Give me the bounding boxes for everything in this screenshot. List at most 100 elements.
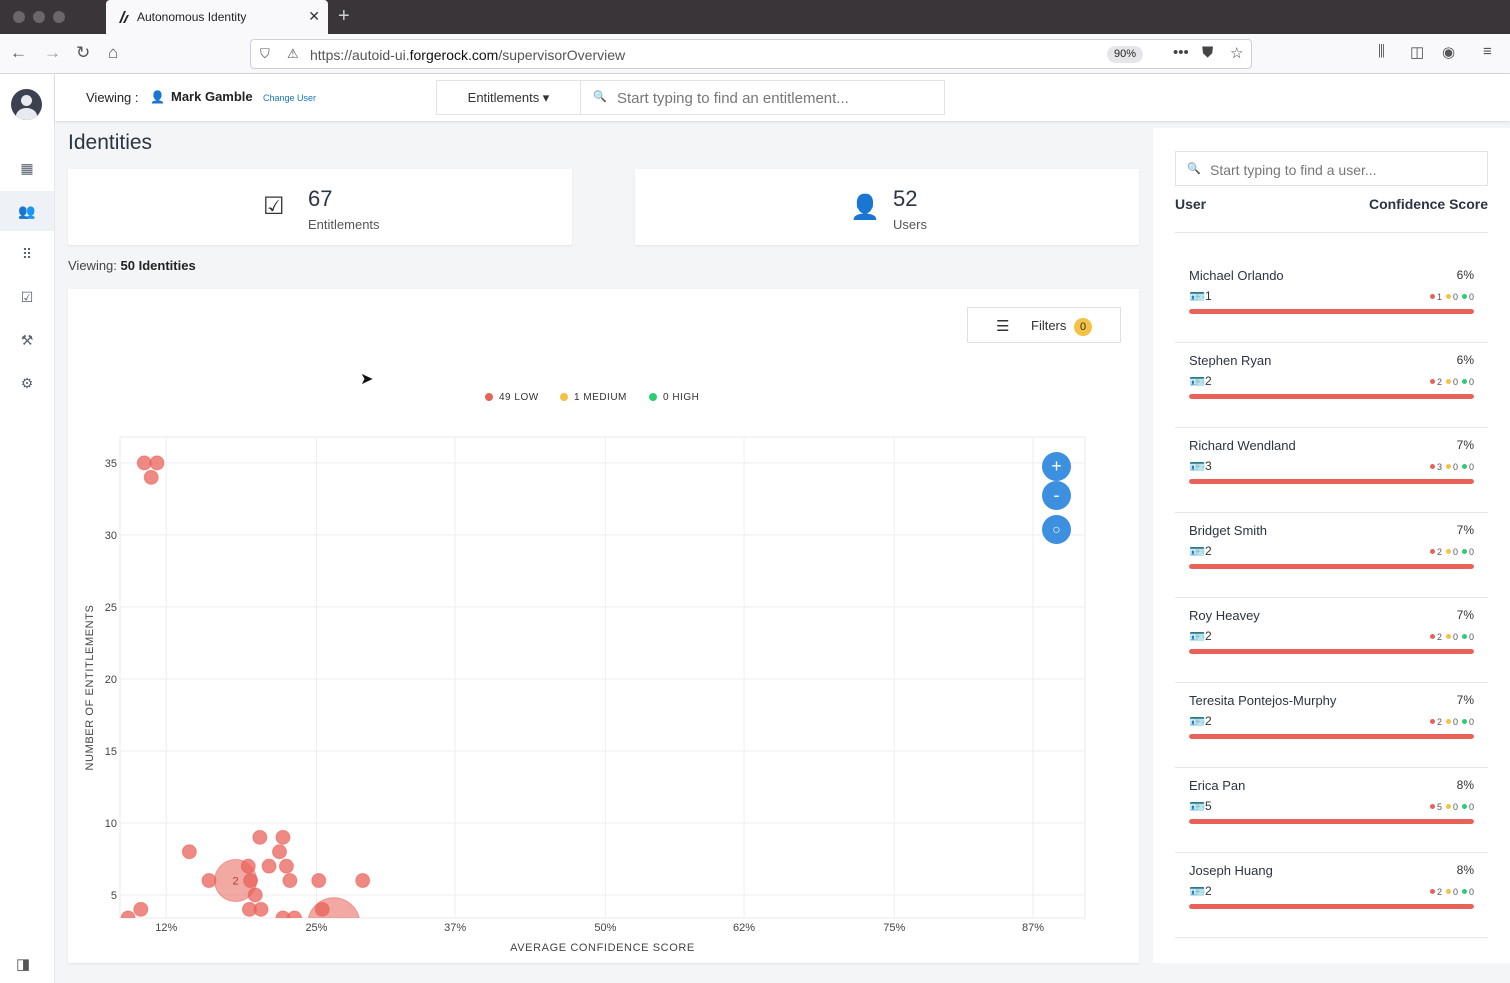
data-point[interactable] <box>271 844 287 860</box>
user-column-header[interactable]: User <box>1175 196 1207 212</box>
user-name[interactable]: Joseph Huang <box>1189 863 1273 878</box>
user-row[interactable]: Teresita Pontejos-Murphy 7% 🪪 2 2 0 0 <box>1175 683 1488 768</box>
user-row[interactable]: Erica Pan 8% 🪪 5 5 0 0 <box>1175 768 1488 853</box>
user-search-input[interactable] <box>1210 160 1480 180</box>
data-point[interactable] <box>307 897 360 950</box>
window-close-button[interactable] <box>13 11 25 23</box>
user-name[interactable]: Erica Pan <box>1189 778 1246 793</box>
data-point[interactable] <box>133 901 149 917</box>
data-point[interactable] <box>278 858 294 874</box>
data-point[interactable] <box>252 829 268 845</box>
data-point[interactable] <box>120 910 136 925</box>
url-bar[interactable]: ⛉ ⚠ https://autoid-ui.forgerock.com/supe… <box>250 39 1252 69</box>
pocket-icon[interactable]: ⛊ <box>1202 44 1214 61</box>
entitlement-search-input[interactable] <box>617 88 937 108</box>
apps-grid-icon[interactable]: ⠿ <box>21 246 33 262</box>
data-point[interactable] <box>261 858 277 874</box>
high-dot-icon <box>1461 379 1467 384</box>
data-point[interactable] <box>143 469 159 485</box>
page-actions-icon[interactable]: ••• <box>1173 44 1189 61</box>
settings-gear-icon[interactable]: ⚙ <box>20 375 34 391</box>
clipboard-check-icon: ☑ <box>263 193 285 220</box>
medium-dot-icon <box>1445 804 1451 809</box>
data-point[interactable] <box>181 844 197 860</box>
confidence-bar-fill <box>1189 734 1474 739</box>
browser-tab[interactable]: Autonomous Identity ✕ <box>106 0 328 34</box>
legend-low[interactable]: 49 LOW <box>485 392 539 403</box>
scatter-plot[interactable]: 12% 25% 37% 50% 62% 75% 87%5101520253035AVERAG… <box>68 289 1139 963</box>
app-header: Viewing : 👤 Mark Gamble Change User Enti… <box>55 74 1510 121</box>
viewing-label: Viewing : <box>86 90 139 105</box>
new-tab-icon[interactable]: + <box>338 5 350 27</box>
user-row[interactable]: Joseph Huang 8% 🪪 2 2 0 0 <box>1175 853 1488 938</box>
user-row[interactable]: Michael Orlando 6% 🪪 1 1 0 0 <box>1175 258 1488 343</box>
account-icon[interactable]: ◉ <box>1442 44 1456 61</box>
user-name[interactable]: Teresita Pontejos-Murphy <box>1189 693 1337 708</box>
window-minimize-button[interactable] <box>33 11 45 23</box>
lock-warning-icon[interactable]: ⚠ <box>287 46 299 61</box>
legend-high[interactable]: 0 HIGH <box>649 392 699 403</box>
data-point[interactable] <box>275 829 291 845</box>
user-name[interactable]: Stephen Ryan <box>1189 353 1272 368</box>
legend-medium[interactable]: 1 MEDIUM <box>560 392 627 403</box>
data-point[interactable] <box>243 873 259 889</box>
high-dot-icon <box>1461 719 1467 724</box>
data-point[interactable] <box>149 455 165 471</box>
change-user-link[interactable]: Change User <box>263 93 317 103</box>
user-row[interactable]: Richard Wendland 7% 🪪 3 3 0 0 <box>1175 428 1488 513</box>
confidence-score: 7% <box>1456 608 1474 622</box>
data-point[interactable] <box>253 901 269 917</box>
zoom-out-button[interactable]: - <box>1042 481 1071 510</box>
users-stat-card[interactable]: 👤 52 Users <box>635 169 1139 245</box>
viewing-identities-count: Viewing: 50 Identities <box>68 258 196 273</box>
data-point[interactable] <box>201 873 217 889</box>
confidence-score-column-header[interactable]: Confidence Score <box>1368 196 1488 212</box>
low-dot-icon <box>1429 549 1435 554</box>
low-dot-icon <box>485 393 493 401</box>
reload-icon[interactable]: ↻ <box>76 43 91 62</box>
data-point[interactable] <box>311 873 327 889</box>
entitlements-stat-card[interactable]: ☑ 67 Entitlements <box>68 169 572 245</box>
high-dot-icon <box>1461 804 1467 809</box>
data-point[interactable] <box>247 887 263 903</box>
certifications-icon[interactable]: ☑ <box>20 289 34 305</box>
menu-icon[interactable]: ≡ <box>1483 43 1492 60</box>
filters-button[interactable]: ☰ Filters 0 <box>967 307 1121 343</box>
zoom-level[interactable]: 90% <box>1107 46 1144 63</box>
zoom-reset-button[interactable]: ○ <box>1042 515 1071 544</box>
data-point[interactable] <box>355 873 371 889</box>
user-row[interactable]: Stephen Ryan 6% 🪪 2 2 0 0 <box>1175 343 1488 428</box>
data-point[interactable] <box>136 455 152 471</box>
bookmark-star-icon[interactable]: ☆ <box>1230 45 1244 62</box>
forward-icon[interactable]: → <box>44 43 61 62</box>
sidebar-toggle-icon[interactable]: ◫ <box>1410 44 1425 61</box>
zoom-in-button[interactable]: + <box>1042 452 1071 481</box>
collapse-nav-icon[interactable]: ◨ <box>16 956 31 973</box>
data-point[interactable] <box>240 858 256 874</box>
library-icon[interactable]: ⫼ <box>1378 43 1385 60</box>
user-row[interactable]: Roy Heavey 7% 🪪 2 2 0 0 <box>1175 598 1488 683</box>
user-row[interactable]: Bridget Smith 7% 🪪 2 2 0 0 <box>1175 513 1488 598</box>
identities-icon[interactable]: 👥 <box>0 191 54 231</box>
user-name[interactable]: Michael Orlando <box>1189 268 1284 283</box>
dashboard-icon[interactable]: ▦ <box>20 160 34 176</box>
data-point[interactable] <box>282 873 298 889</box>
confidence-bar-fill <box>1189 819 1474 824</box>
user-name[interactable]: Richard Wendland <box>1189 438 1296 453</box>
user-name[interactable]: Bridget Smith <box>1189 523 1268 538</box>
back-icon[interactable]: ← <box>10 43 27 62</box>
avatar[interactable] <box>11 89 42 120</box>
shield-icon[interactable]: ⛉ <box>260 46 270 61</box>
tab-close-icon[interactable]: ✕ <box>308 8 320 24</box>
data-point[interactable] <box>275 910 291 925</box>
x-tick-label: 12% <box>155 922 177 934</box>
user-name[interactable]: Roy Heavey <box>1189 608 1260 623</box>
home-icon[interactable]: ⌂ <box>108 43 119 62</box>
data-point[interactable] <box>287 910 303 925</box>
window-maximize-button[interactable] <box>53 11 65 23</box>
rules-gavel-icon[interactable]: ⚒ <box>20 332 34 348</box>
medium-dot-icon <box>1445 379 1451 384</box>
entitlements-dropdown[interactable]: Entitlements ▾ <box>436 80 581 115</box>
